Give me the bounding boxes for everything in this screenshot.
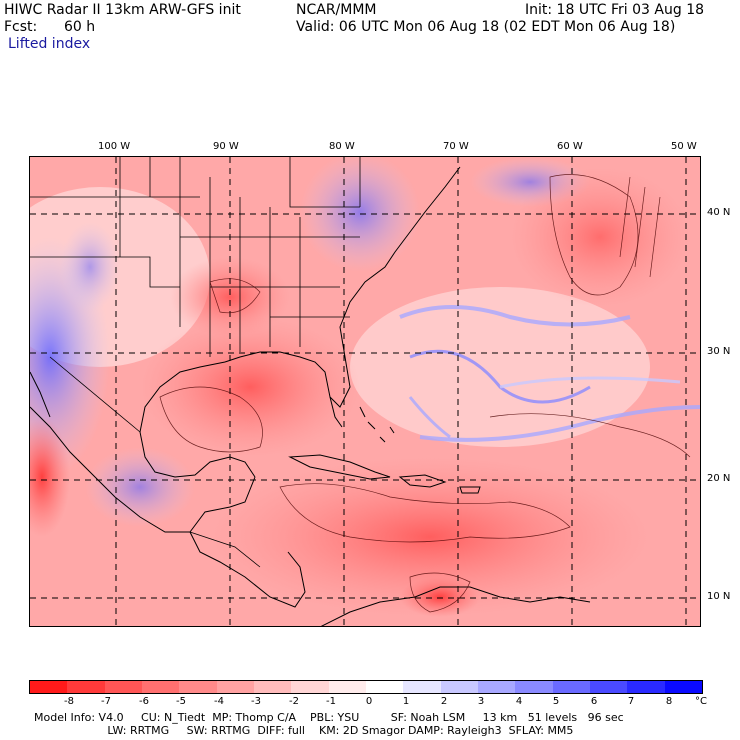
colorbar-tick: -6 <box>139 696 149 707</box>
stable-streak-3 <box>419 405 700 442</box>
colorbar-tick: 0 <box>365 696 373 707</box>
lon-label-90w: 90 W <box>213 141 239 152</box>
lon-label-70w: 70 W <box>443 141 469 152</box>
colorbar-swatch <box>291 681 329 693</box>
field-gulf-unstable <box>140 317 360 457</box>
colorbar-swatch <box>141 681 180 693</box>
colorbar-swatch <box>253 681 292 693</box>
colorbar-swatch <box>216 681 254 693</box>
political-borders <box>30 157 361 568</box>
lifted-index-map <box>29 156 701 627</box>
colorbar-tick: 3 <box>477 696 485 707</box>
colorbar-swatch <box>515 681 553 693</box>
colorbar-tick: -7 <box>101 696 111 707</box>
colorbar-swatch <box>664 681 702 693</box>
field-southeast-unstable <box>170 257 290 337</box>
colorbar-tick: -5 <box>176 696 186 707</box>
stable-streak-1 <box>399 305 631 327</box>
colorbar-swatch <box>30 681 68 693</box>
field-plains-stable <box>60 222 120 312</box>
colorbar-tick: -1 <box>326 696 336 707</box>
lat-label-20n: 20 N <box>707 473 731 484</box>
colorbar-tick: -3 <box>251 696 261 707</box>
colorbar-tick: 1 <box>402 696 410 707</box>
colorbar-swatch <box>589 681 628 693</box>
colorbar-swatch <box>477 681 516 693</box>
field-pacific-unstable <box>30 417 70 537</box>
colorbar-tick: 2 <box>440 696 448 707</box>
forecast-label: Fcst: <box>4 19 38 35</box>
lat-label-40n: 40 N <box>707 207 731 218</box>
lon-label-80w: 80 W <box>329 141 355 152</box>
lon-label-50w: 50 W <box>671 141 697 152</box>
lat-label-30n: 30 N <box>707 346 731 357</box>
stable-streak-5 <box>408 396 451 439</box>
latlon-grid <box>30 157 700 626</box>
field-caribbean-unstable <box>210 457 650 617</box>
colorbar-tick: 5 <box>552 696 560 707</box>
coastlines <box>30 166 591 626</box>
colorbar-tick: 8 <box>665 696 673 707</box>
colorbar-swatch <box>440 681 478 693</box>
org-label: NCAR/MMM <box>296 2 377 18</box>
colorbar-tick: -8 <box>64 696 74 707</box>
field-atlantic-light <box>350 287 650 447</box>
model-info-line2: LW: RRTMG SW: RRTMG DIFF: full KM: 2D Sm… <box>34 724 574 737</box>
contours <box>159 174 691 613</box>
colorbar-swatch <box>179 681 217 693</box>
colorbar-tick: 4 <box>515 696 523 707</box>
lat-label-10n: 10 N <box>707 591 731 602</box>
field-mexico-stable <box>85 447 195 527</box>
lifted-index-colorbar <box>29 680 703 694</box>
colorbar-swatch <box>104 681 142 693</box>
colorbar-unit: °C <box>695 696 707 707</box>
init-time: Init: 18 UTC Fri 03 Aug 18 <box>525 2 705 18</box>
forecast-hour: 60 h <box>64 19 96 35</box>
colorbar-tick: 6 <box>590 696 598 707</box>
colorbar-tick: -4 <box>214 696 224 707</box>
field-northatlantic-unstable <box>510 167 690 307</box>
model-info-line1: Model Info: V4.0 CU: N_Tiedt MP: Thomp C… <box>34 711 624 724</box>
colorbar-swatch <box>552 681 590 693</box>
lon-label-100w: 100 W <box>98 141 131 152</box>
colorbar-swatch <box>403 681 441 693</box>
valid-time: Valid: 06 UTC Mon 06 Aug 18 (02 EDT Mon … <box>296 19 676 35</box>
colorbar-swatch <box>67 681 105 693</box>
field-name: Lifted index <box>8 36 91 52</box>
stable-streak-4 <box>499 376 681 389</box>
colorbar-tick: -2 <box>289 696 299 707</box>
lon-label-60w: 60 W <box>557 141 583 152</box>
colorbar-tick: 7 <box>627 696 635 707</box>
colorbar-swatch <box>328 681 366 693</box>
colorbar-swatch <box>365 681 404 693</box>
model-title: HIWC Radar II 13km ARW-GFS init <box>4 2 241 18</box>
colorbar-swatch <box>627 681 665 693</box>
